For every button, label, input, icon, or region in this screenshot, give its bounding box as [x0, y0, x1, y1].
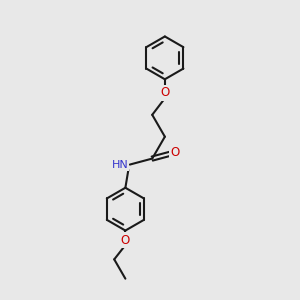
- Text: HN: HN: [112, 160, 128, 170]
- Text: O: O: [160, 86, 170, 99]
- Text: O: O: [121, 234, 130, 247]
- Text: O: O: [170, 146, 179, 159]
